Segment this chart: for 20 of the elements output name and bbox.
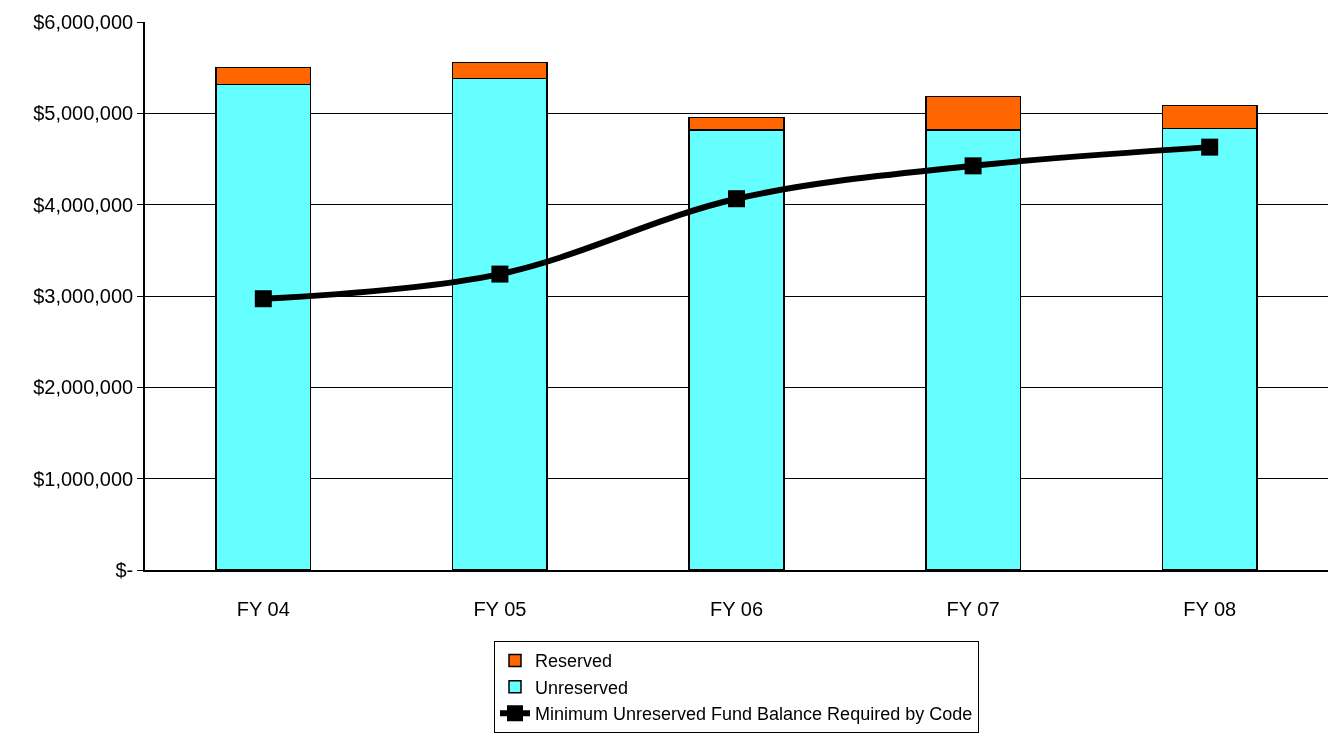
point (964, 157, 982, 175)
point (254, 290, 272, 308)
x-tick-label: FY 05 (473, 597, 527, 620)
point (491, 265, 509, 283)
x-tick-label: FY 07 (946, 597, 1000, 620)
y-tick-label: $1,000,000 (33, 467, 134, 490)
x-tick-label: FY 08 (1183, 597, 1237, 620)
legend-label: Unreserved (535, 677, 629, 698)
y-tick-label: $4,000,000 (33, 193, 134, 216)
y-tick-label: $6,000,000 (33, 11, 134, 33)
x-tick-label: FY 06 (710, 597, 763, 620)
y-tick-label: $- (115, 559, 134, 581)
legend-label: Minimum Unreserved Fund Balance Required by Code (535, 704, 973, 725)
y-tick-label: $2,000,000 (33, 376, 134, 399)
y-tick-label: $5,000,000 (33, 102, 134, 125)
y-tick-label: $3,000,000 (33, 285, 134, 307)
x-tick-label: FY 04 (236, 597, 290, 620)
legend-label: Reserved (535, 651, 613, 672)
point (1201, 138, 1219, 156)
point (728, 190, 745, 208)
